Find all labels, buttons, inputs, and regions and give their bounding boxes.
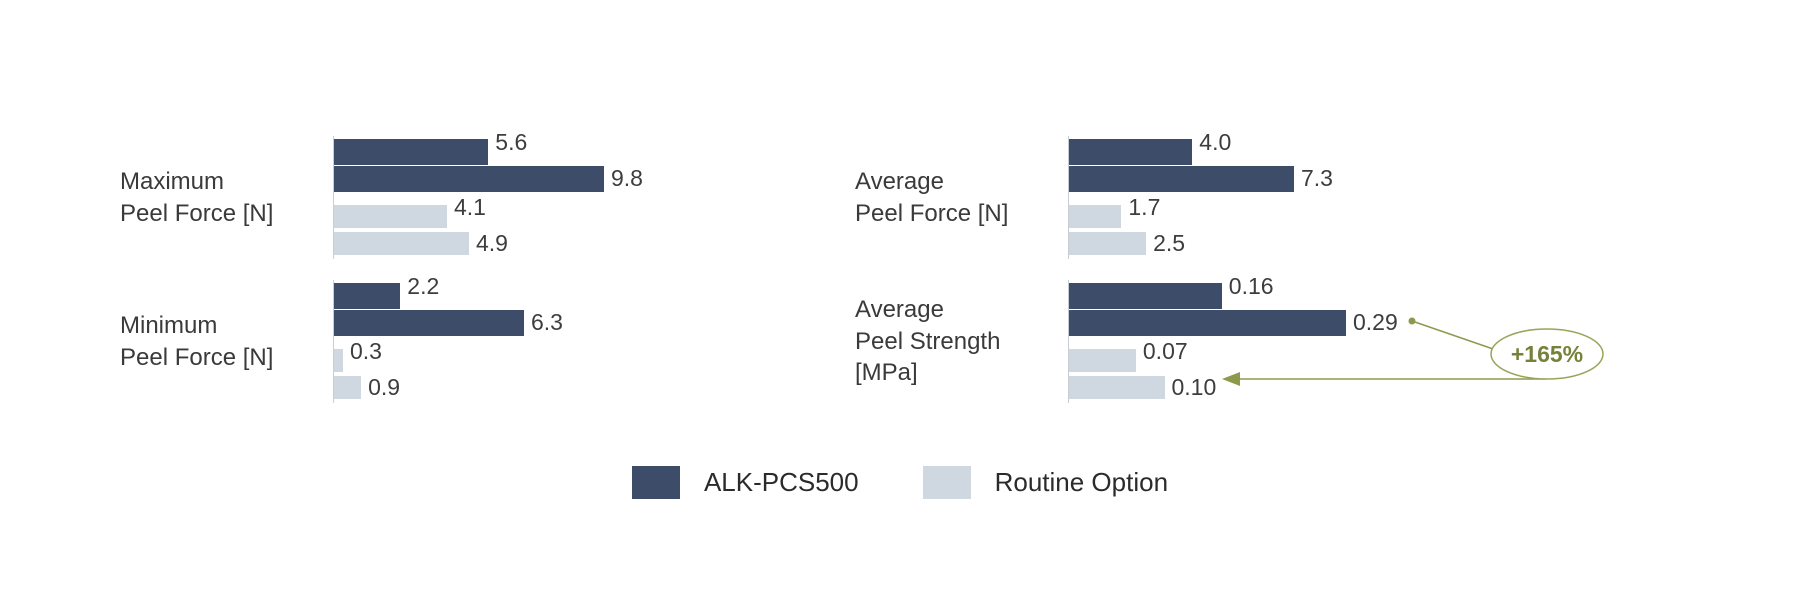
bar-row: 0.29 [1069, 309, 1398, 336]
bar-value-label: 2.2 [407, 273, 440, 299]
panel-average-peel-strength-mpa: Average Peel Strength [MPa] 0.16 0.29 0.07 0.1… [855, 273, 1398, 403]
bar-row: 7.3 [1069, 165, 1333, 192]
bar-group: 5.6 9.8 4.1 4.9 [333, 129, 643, 259]
bar-row: 1.7 [1069, 194, 1333, 230]
bar-value-label: 0.10 [1171, 374, 1217, 400]
bar-row: 0.07 [1069, 338, 1398, 374]
bar-alk-pcs500-0 [1069, 138, 1193, 165]
legend-item-alk-pcs500: ALK-PCS500 [631, 466, 859, 499]
bar-value-label: 0.07 [1142, 338, 1188, 364]
panel-minimum-peel-force-n: Minimum Peel Force [N] 2.2 6.3 0.3 0.9 [120, 273, 563, 403]
bar-row: 6.3 [334, 309, 563, 336]
bar-alk-pcs500-0 [334, 282, 401, 309]
panel-title: Minimum Peel Force [N] [120, 311, 274, 371]
bar-value-label: 2.5 [1153, 230, 1186, 256]
bar-value-label: 0.9 [368, 374, 401, 400]
legend-swatch-secondary [922, 466, 971, 499]
bar-alk-pcs500-0 [334, 138, 489, 165]
callout-arrowhead-icon [1222, 372, 1240, 386]
panel-title: Average Peel Strength [MPa] [855, 295, 1001, 387]
bar-row: 0.10 [1069, 374, 1398, 401]
legend-label-primary: ALK-PCS500 [703, 467, 859, 497]
bar-routine-option-1 [1069, 376, 1165, 399]
annotation-callout: +165% [1222, 317, 1604, 386]
pair-gap [1069, 192, 1333, 203]
bar-alk-pcs500-1 [334, 165, 604, 192]
bar-row: 0.3 [334, 338, 563, 374]
legend: ALK-PCS500 Routine Option [0, 466, 1800, 499]
panel-average-peel-force-n: Average Peel Force [N] 4.0 7.3 1.7 2.5 [855, 129, 1333, 259]
bar-value-label: 0.16 [1228, 273, 1274, 299]
bar-value-label: 9.8 [611, 165, 643, 191]
bar-alk-pcs500-0 [1069, 282, 1222, 309]
bar-routine-option-1 [334, 376, 362, 399]
bar-row: 5.6 [334, 129, 643, 165]
bar-alk-pcs500-1 [334, 309, 524, 336]
bar-alk-pcs500-1 [1069, 309, 1346, 336]
bar-value-label: 5.6 [495, 129, 528, 155]
panel-title: Maximum Peel Force [N] [120, 167, 274, 227]
bar-row: 2.2 [334, 273, 563, 309]
bar-routine-option-0 [1069, 205, 1122, 228]
bar-alk-pcs500-1 [1069, 165, 1294, 192]
bar-value-label: 4.9 [476, 230, 508, 256]
panel-maximum-peel-force-n: Maximum Peel Force [N] 5.6 9.8 4.1 4.9 [120, 129, 643, 259]
bar-group: 4.0 7.3 1.7 2.5 [1068, 129, 1333, 259]
bar-routine-option-0 [334, 205, 447, 228]
bar-row: 2.5 [1069, 230, 1333, 257]
bar-row: 0.16 [1069, 273, 1398, 309]
legend-item-routine-option: Routine Option [922, 466, 1169, 499]
legend-swatch-primary [631, 466, 680, 499]
pair-gap [334, 192, 643, 203]
bar-value-label: 1.7 [1128, 194, 1161, 220]
annotation-text: +165% [1511, 341, 1583, 367]
bar-row: 0.9 [334, 374, 563, 401]
callout-dot [1408, 317, 1416, 325]
bar-group: 0.16 0.29 0.07 0.10 [1068, 273, 1398, 403]
bar-routine-option-0 [1069, 349, 1136, 372]
bar-row: 4.1 [334, 194, 643, 230]
bar-value-label: 7.3 [1301, 165, 1333, 191]
legend-label-secondary: Routine Option [994, 467, 1169, 497]
bar-row: 4.9 [334, 230, 643, 257]
bar-routine-option-0 [334, 349, 343, 372]
annotation-ellipse [1490, 328, 1604, 380]
panel-title: Average Peel Force [N] [855, 167, 1009, 227]
bar-value-label: 0.29 [1353, 309, 1398, 335]
bar-routine-option-1 [334, 232, 469, 255]
bar-row: 4.0 [1069, 129, 1333, 165]
bar-value-label: 6.3 [531, 309, 563, 335]
bar-value-label: 0.3 [350, 338, 382, 364]
bar-value-label: 4.1 [454, 194, 486, 220]
bar-routine-option-1 [1069, 232, 1147, 255]
bar-value-label: 4.0 [1199, 129, 1232, 155]
bar-row: 9.8 [334, 165, 643, 192]
callout-line-top [1411, 320, 1497, 351]
bar-group: 2.2 6.3 0.3 0.9 [333, 273, 563, 403]
